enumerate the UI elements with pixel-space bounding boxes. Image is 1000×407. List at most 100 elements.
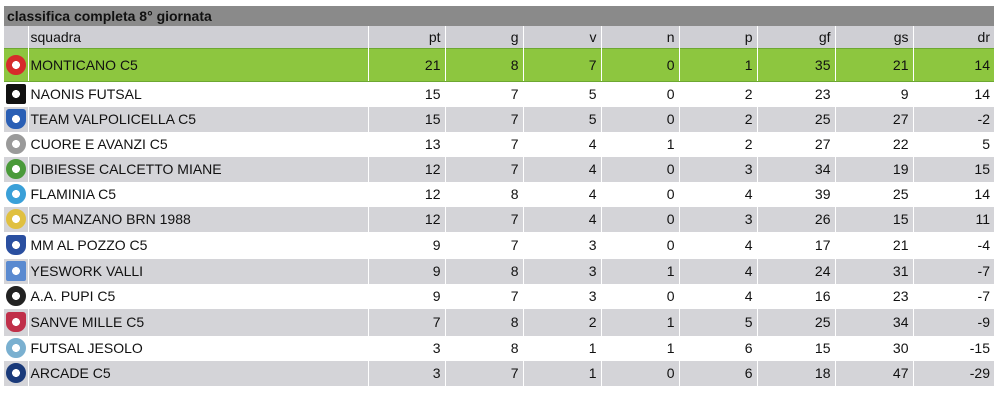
cell-pt: 21	[367, 48, 445, 82]
cell-p: 3	[678, 156, 757, 182]
cell-gf: 25	[756, 106, 835, 132]
team-name[interactable]: TEAM VALPOLICELLA C5	[27, 106, 368, 132]
cell-dr: -15	[912, 335, 994, 361]
cell-gs: 47	[834, 360, 913, 386]
cell-gs: 19	[834, 156, 913, 182]
cell-v: 3	[522, 231, 601, 259]
table-row[interactable]: MONTICANO C5 21 8 7 0 1 35 21 14	[4, 48, 994, 82]
table-row[interactable]: YESWORK VALLI 9 8 3 1 4 24 31 -7	[4, 258, 994, 284]
cell-v: 5	[522, 81, 601, 107]
cell-g: 7	[444, 231, 523, 259]
team-name[interactable]: SANVE MILLE C5	[27, 308, 368, 336]
cell-v: 4	[522, 206, 601, 232]
pupi-logo-icon	[5, 286, 26, 306]
sanve-mille-logo-icon	[5, 312, 26, 332]
team-name[interactable]: FLAMINIA C5	[27, 181, 368, 207]
cell-gs: 30	[834, 335, 913, 361]
cell-gs: 15	[834, 206, 913, 232]
team-logo-cell	[4, 206, 28, 232]
cell-n: 1	[600, 131, 679, 157]
team-logo-cell	[4, 335, 28, 361]
cell-g: 8	[444, 335, 523, 361]
cell-p: 6	[678, 335, 757, 361]
dibiesse-logo-icon	[5, 159, 26, 179]
team-name[interactable]: MM AL POZZO C5	[27, 231, 368, 259]
cell-dr: -29	[912, 360, 994, 386]
team-name[interactable]: FUTSAL JESOLO	[27, 335, 368, 361]
cell-v: 3	[522, 283, 601, 309]
cell-gf: 24	[756, 258, 835, 284]
team-logo-cell	[4, 131, 28, 157]
cell-dr: -9	[912, 308, 994, 336]
flaminia-logo-icon	[5, 184, 26, 204]
col-header-gs[interactable]: gs	[834, 26, 913, 49]
cell-gs: 9	[834, 81, 913, 107]
team-name[interactable]: A.A. PUPI C5	[27, 283, 368, 309]
table-row[interactable]: SANVE MILLE C5 7 8 2 1 5 25 34 -9	[4, 308, 994, 336]
team-name[interactable]: MONTICANO C5	[27, 48, 368, 82]
table-row[interactable]: NAONIS FUTSAL 15 7 5 0 2 23 9 14	[4, 81, 994, 107]
table-header-row: squadra pt g v n p gf gs dr	[4, 26, 994, 49]
table-row[interactable]: MM AL POZZO C5 9 7 3 0 4 17 21 -4	[4, 231, 994, 259]
table-row[interactable]: A.A. PUPI C5 9 7 3 0 4 16 23 -7	[4, 283, 994, 309]
team-logo-cell	[4, 258, 28, 284]
cell-n: 1	[600, 308, 679, 336]
cell-pt: 7	[367, 308, 445, 336]
cell-pt: 3	[367, 335, 445, 361]
yeswork-logo-icon	[5, 261, 26, 281]
mm-al-pozzo-logo-icon	[5, 235, 26, 255]
cell-pt: 12	[367, 181, 445, 207]
cell-p: 1	[678, 48, 757, 82]
col-header-team[interactable]: squadra	[27, 26, 368, 49]
team-name[interactable]: NAONIS FUTSAL	[27, 81, 368, 107]
cell-v: 4	[522, 131, 601, 157]
cell-p: 4	[678, 283, 757, 309]
cell-pt: 3	[367, 360, 445, 386]
col-header-pt[interactable]: pt	[367, 26, 445, 49]
cell-gs: 23	[834, 283, 913, 309]
cell-dr: -4	[912, 231, 994, 259]
cell-p: 2	[678, 131, 757, 157]
col-header-n[interactable]: n	[600, 26, 679, 49]
cell-gs: 22	[834, 131, 913, 157]
cell-v: 4	[522, 181, 601, 207]
table-row[interactable]: CUORE E AVANZI C5 13 7 4 1 2 27 22 5	[4, 131, 994, 157]
cell-g: 8	[444, 308, 523, 336]
cell-p: 2	[678, 81, 757, 107]
team-name[interactable]: YESWORK VALLI	[27, 258, 368, 284]
cell-gf: 23	[756, 81, 835, 107]
team-name[interactable]: CUORE E AVANZI C5	[27, 131, 368, 157]
table-row[interactable]: C5 MANZANO BRN 1988 12 7 4 0 3 26 15 11	[4, 206, 994, 232]
team-name[interactable]: C5 MANZANO BRN 1988	[27, 206, 368, 232]
team-logo-cell	[4, 106, 28, 132]
cell-p: 4	[678, 231, 757, 259]
cell-dr: 14	[912, 81, 994, 107]
table-row[interactable]: TEAM VALPOLICELLA C5 15 7 5 0 2 25 27 -2	[4, 106, 994, 132]
cell-gf: 26	[756, 206, 835, 232]
jesolo-logo-icon	[5, 338, 26, 358]
team-name[interactable]: DIBIESSE CALCETTO MIANE	[27, 156, 368, 182]
cell-p: 3	[678, 206, 757, 232]
cell-p: 4	[678, 258, 757, 284]
cell-p: 5	[678, 308, 757, 336]
team-name[interactable]: ARCADE C5	[27, 360, 368, 386]
table-row[interactable]: ARCADE C5 3 7 1 0 6 18 47 -29	[4, 360, 994, 386]
col-header-v[interactable]: v	[522, 26, 601, 49]
cell-g: 7	[444, 283, 523, 309]
manzano-logo-icon	[5, 209, 26, 229]
cell-dr: 5	[912, 131, 994, 157]
col-header-dr[interactable]: dr	[912, 26, 994, 49]
col-header-g[interactable]: g	[444, 26, 523, 49]
table-row[interactable]: FUTSAL JESOLO 3 8 1 1 6 15 30 -15	[4, 335, 994, 361]
cell-dr: 14	[912, 181, 994, 207]
table-row[interactable]: DIBIESSE CALCETTO MIANE 12 7 4 0 3 34 19 15	[4, 156, 994, 182]
cell-n: 0	[600, 206, 679, 232]
table-row[interactable]: FLAMINIA C5 12 8 4 0 4 39 25 14	[4, 181, 994, 207]
cell-gf: 39	[756, 181, 835, 207]
cell-n: 0	[600, 81, 679, 107]
team-logo-cell	[4, 360, 28, 386]
cell-g: 7	[444, 81, 523, 107]
col-header-p[interactable]: p	[678, 26, 757, 49]
col-header-gf[interactable]: gf	[756, 26, 835, 49]
cell-pt: 9	[367, 283, 445, 309]
